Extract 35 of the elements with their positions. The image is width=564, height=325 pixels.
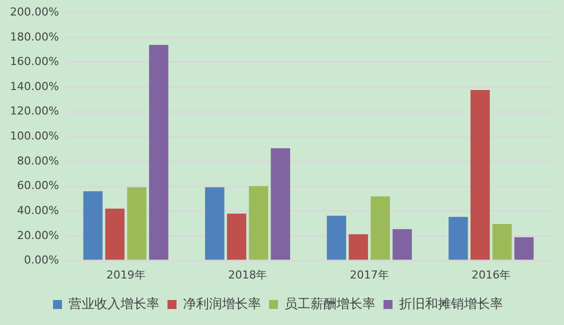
bar: [370, 196, 390, 260]
y-tick-label: 60.00%: [16, 179, 59, 192]
y-tick-label: 160.00%: [10, 55, 59, 68]
bar: [492, 224, 512, 260]
bar: [470, 90, 490, 260]
y-tick-label: 120.00%: [10, 104, 59, 118]
bar: [514, 237, 534, 260]
x-tick-label: 2016年: [472, 268, 511, 282]
bar: [348, 234, 368, 260]
legend-label: 净利润增长率: [183, 296, 261, 312]
legend-label: 折旧和摊销增长率: [399, 296, 503, 312]
bar: [226, 214, 246, 260]
bar: [448, 216, 468, 260]
x-tick-label: 2019年: [106, 268, 146, 282]
bar: [149, 44, 168, 260]
bar: [392, 229, 412, 260]
bar: [105, 208, 125, 260]
legend-label: 营业收入增长率: [68, 296, 160, 312]
bar: [326, 216, 346, 260]
x-tick-label: 2017年: [350, 268, 389, 282]
y-tick-label: 100.00%: [10, 130, 59, 143]
bar: [205, 187, 224, 260]
y-tick-label: 40.00%: [16, 204, 59, 218]
bar: [248, 186, 268, 260]
y-tick-label: 20.00%: [16, 228, 59, 242]
bar: [83, 191, 103, 260]
bar: [270, 148, 290, 260]
y-tick-label: 180.00%: [10, 30, 59, 44]
bar: [127, 187, 146, 260]
y-tick-label: 140.00%: [10, 80, 59, 93]
y-tick-label: 0.00%: [24, 254, 59, 267]
legend-label: 员工薪酬增长率: [284, 296, 376, 312]
y-tick-label: 80.00%: [16, 154, 59, 168]
x-tick-label: 2018年: [228, 268, 268, 282]
y-tick-label: 200.00%: [10, 5, 59, 18]
